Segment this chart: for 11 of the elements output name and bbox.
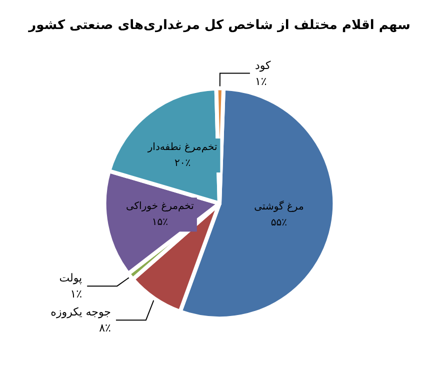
data-label: ۵۵٪	[270, 218, 288, 228]
slice-label: جوجه یکروزه	[50, 306, 111, 319]
chart-title: سهم اقلام مختلف از شاخص کل مرغداری‌های صنعتی کشور	[28, 18, 410, 33]
slice-label: کود	[254, 58, 272, 72]
slice-label: تخم‌مرغ نطفه‌دار	[146, 142, 218, 153]
data-label: ۸٪	[99, 322, 112, 335]
slice-label: مرغ گوشتی	[254, 200, 304, 212]
data-label: ۱٪	[70, 288, 82, 301]
slice-label: پولت	[59, 272, 82, 285]
data-label: ۱٪	[254, 74, 267, 88]
data-label: ۲۰٪	[174, 158, 191, 169]
